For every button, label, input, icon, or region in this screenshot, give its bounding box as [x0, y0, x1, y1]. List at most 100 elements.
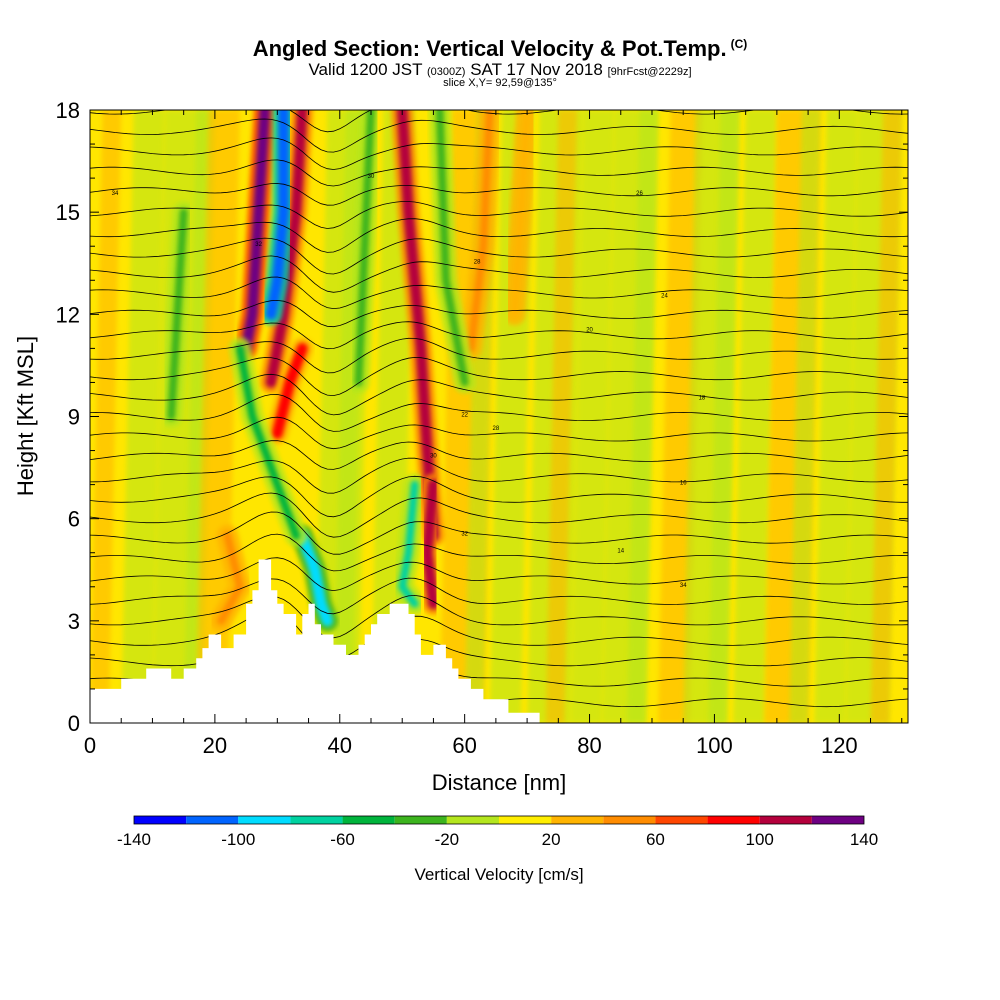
contour-label: 20	[586, 327, 593, 333]
chart-title: Angled Section: Vertical Velocity & Pot.…	[0, 36, 1000, 62]
field-streak	[870, 110, 902, 723]
contour-label: 18	[699, 395, 706, 401]
pot-temp-contour	[90, 557, 908, 592]
pot-temp-contour	[90, 218, 908, 253]
colorbar-swatch	[499, 816, 552, 824]
chart-title-text: Angled Section: Vertical Velocity & Pot.…	[252, 36, 727, 61]
pot-temp-contour	[90, 611, 908, 660]
y-tick-label: 12	[56, 302, 80, 327]
field-streak	[733, 110, 777, 723]
contour-label: 24	[661, 293, 668, 299]
pot-temp-contour	[90, 321, 908, 350]
colorbar-tick-label: 60	[646, 830, 665, 849]
y-tick-label: 0	[68, 711, 80, 736]
contour-label: 14	[617, 549, 624, 555]
contour-label: 30	[430, 453, 437, 459]
colorbar-swatch	[394, 816, 447, 824]
y-tick-label: 6	[68, 507, 80, 532]
pot-temp-contour	[90, 137, 908, 170]
colorbar-swatch	[446, 816, 499, 824]
velocity-bands	[160, 110, 539, 632]
pot-temp-contour	[90, 337, 908, 374]
x-tick-label: 0	[84, 733, 96, 758]
updraft-band	[421, 479, 439, 610]
pot-temp-contour	[90, 475, 908, 518]
valid-prefix: Valid 1200 JST	[308, 60, 423, 79]
y-tick-label: 3	[68, 609, 80, 634]
pot-temp-contour	[90, 276, 908, 310]
pot-temp-contours: 34 32 30 28 26 24 22 20 18 16 14 34 32 30 28	[90, 110, 908, 713]
downdraft-band	[167, 208, 188, 421]
pot-temp-contour	[90, 110, 908, 133]
pot-temp-contour	[90, 201, 908, 229]
field-streak	[708, 110, 740, 723]
contour-label: 32	[255, 242, 262, 248]
field-streak	[570, 110, 615, 723]
x-tick-label: 20	[203, 733, 227, 758]
field-streak	[90, 110, 122, 723]
colorbar	[133, 815, 865, 825]
colorbar-tick-label: -60	[330, 830, 355, 849]
pot-temp-contour	[90, 356, 908, 397]
field-streak	[814, 110, 859, 723]
updraft-band	[217, 531, 244, 625]
field-streak	[627, 110, 659, 723]
colorbar-frame	[133, 815, 865, 825]
valid-date: SAT 17 Nov 2018	[470, 60, 603, 79]
pot-temp-contour	[90, 594, 908, 639]
contour-label: 26	[636, 191, 643, 197]
colorbar-swatch	[811, 816, 864, 824]
updraft-band	[240, 110, 271, 354]
contour-label: 22	[461, 413, 468, 419]
downdraft-band	[398, 480, 419, 608]
pot-temp-contour	[90, 159, 908, 187]
x-tick-label: 80	[577, 733, 601, 758]
y-tick-label: 9	[68, 405, 80, 430]
slice-info: slice X,Y= 92,59@135°	[443, 77, 557, 89]
forecast-info: [9hrFcst@2229z]	[607, 66, 692, 78]
field-streak	[545, 110, 578, 723]
x-axis-label: Distance [nm]	[432, 770, 567, 795]
contour-label: 32	[461, 532, 468, 538]
pot-temp-contour	[90, 393, 908, 432]
downdraft-band	[435, 110, 469, 387]
colorbar-swatch	[186, 816, 239, 824]
colorbar-tick-label: -100	[221, 830, 255, 849]
pot-temp-contour	[90, 416, 908, 450]
x-tick-label: 100	[696, 733, 733, 758]
colorbar-swatch	[759, 816, 812, 824]
x-tick-label: 120	[821, 733, 858, 758]
contour-label: 28	[474, 259, 481, 265]
pot-temp-contour	[90, 440, 908, 470]
pot-temp-contour	[90, 299, 908, 328]
plot-area: 34 32 30 28 26 24 22 20 18 16 14 34 32 30 28	[90, 110, 908, 723]
pot-temp-contour	[90, 183, 908, 206]
contour-label: 16	[680, 481, 687, 487]
contour-label: 34	[112, 191, 119, 197]
x-tick-label: 60	[452, 733, 476, 758]
y-axis-label: Height [Kft MSL]	[13, 336, 38, 496]
pot-temp-contour	[90, 533, 908, 572]
colorbar-tick-label: -20	[435, 830, 460, 849]
colorbar-swatch	[551, 816, 604, 824]
updraft-band	[271, 342, 308, 439]
chart-title-unit: (C)	[730, 36, 748, 51]
y-axis: 0 3 6 9 12 15 18	[56, 98, 908, 736]
pot-temp-contour	[90, 577, 908, 615]
contour-label: 28	[493, 426, 500, 432]
pot-temp-contour	[90, 237, 908, 275]
colorbar-ticks: -140 -100 -60 -20 20 60 100 140	[117, 830, 878, 849]
pot-temp-contour	[90, 457, 908, 494]
y-tick-label: 18	[56, 98, 80, 123]
colorbar-label: Vertical Velocity [cm/s]	[414, 865, 583, 884]
x-axis: 0 20 40 60 80 100 120	[84, 110, 903, 758]
contour-label: 34	[680, 583, 687, 589]
colorbar-swatch	[603, 816, 656, 824]
valid-utc: (0300Z)	[426, 66, 466, 78]
colorbar-tick-label: 20	[542, 830, 561, 849]
pot-temp-contour	[90, 492, 908, 538]
colorbar-tick-label: -140	[117, 830, 151, 849]
pot-temp-contour	[90, 511, 908, 555]
x-tick-label: 40	[328, 733, 352, 758]
field-streak	[789, 110, 821, 723]
